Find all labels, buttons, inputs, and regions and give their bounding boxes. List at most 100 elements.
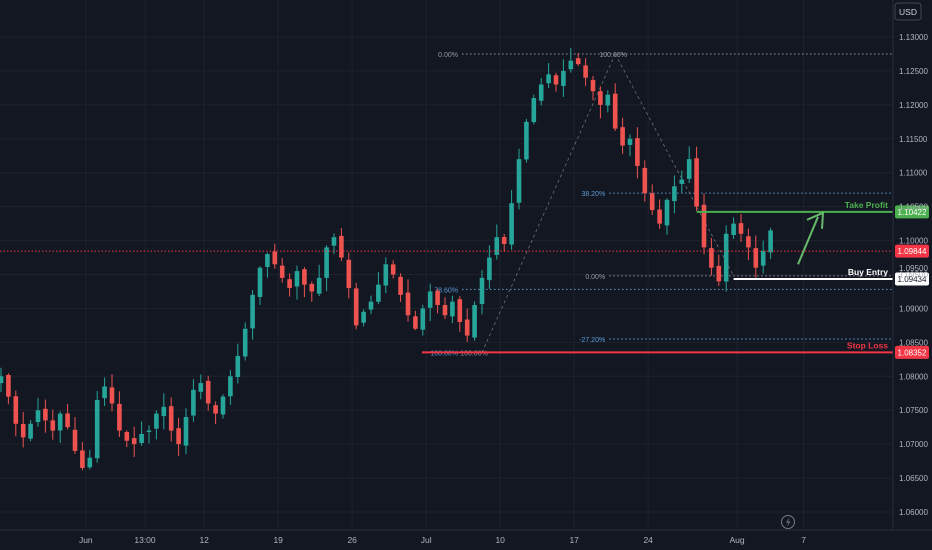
candle — [50, 409, 56, 440]
candle — [250, 289, 255, 340]
candle-body — [427, 291, 433, 308]
time-tick-label: Jul — [421, 535, 432, 545]
candle-body — [494, 237, 500, 255]
candle-body — [376, 284, 381, 302]
candle — [709, 237, 714, 276]
buy-entry-label: Buy Entry — [848, 267, 888, 277]
candle-body — [657, 209, 662, 224]
candle-body — [220, 396, 226, 415]
candle — [309, 281, 315, 302]
grid — [0, 0, 893, 530]
candle — [20, 411, 26, 448]
candle-body — [642, 167, 648, 194]
candle — [427, 283, 433, 322]
candle — [265, 252, 270, 278]
candle-body — [398, 276, 403, 295]
candle — [723, 225, 729, 292]
projection-arrow-head — [806, 211, 824, 229]
candle-body — [649, 193, 655, 211]
candle — [501, 233, 507, 252]
candle-body — [28, 423, 33, 439]
candle — [353, 282, 359, 330]
price-tick-label: 1.08500 — [899, 338, 928, 347]
candle-body — [346, 259, 352, 289]
price-tick-label: 1.09500 — [899, 271, 928, 280]
candle — [561, 59, 566, 97]
price-tick-label: 1.10500 — [899, 203, 928, 212]
fib-trend-line — [481, 53, 616, 353]
current-price-tag-text: 1.09844 — [898, 247, 927, 256]
price-tick-label: 1.06500 — [899, 474, 928, 483]
candle — [546, 63, 551, 89]
candle-body — [87, 457, 93, 468]
candle-body — [213, 405, 218, 414]
time-tick-label: Jun — [79, 535, 93, 545]
candle — [198, 374, 204, 400]
candle-body — [242, 328, 248, 357]
candle — [472, 301, 477, 341]
candle — [768, 227, 773, 260]
fibonacci-retracement: 0.00% 78.60% 100.00% 38.20% 0.00% -27.20% 100.… — [430, 52, 893, 358]
candle — [331, 233, 337, 255]
candle-body — [331, 237, 337, 246]
candle-body — [302, 269, 307, 285]
candle-body — [627, 138, 633, 145]
candle-body — [13, 396, 19, 424]
currency-button[interactable]: USD — [894, 2, 922, 21]
candle-body — [738, 223, 744, 234]
candle — [257, 266, 263, 305]
candle-body — [464, 319, 470, 336]
fib-level-label: 38.20% — [581, 191, 605, 198]
fib-level-label: 0.00% — [585, 274, 605, 281]
candle-body — [420, 308, 426, 330]
candle — [686, 146, 692, 183]
candle-body — [361, 311, 366, 323]
candle — [538, 78, 544, 106]
lightning-icon[interactable] — [781, 515, 795, 529]
candle-body — [309, 283, 315, 292]
candle — [524, 118, 529, 163]
candle-body — [679, 179, 685, 184]
candle — [205, 375, 211, 411]
candle — [242, 322, 248, 361]
candle-body — [457, 299, 463, 322]
candle — [339, 228, 344, 262]
candle-body — [716, 265, 722, 282]
candle — [672, 175, 677, 214]
candle — [649, 184, 655, 216]
candle — [516, 148, 522, 210]
candle — [13, 390, 19, 437]
candle — [176, 417, 181, 456]
candle-body — [94, 400, 100, 459]
candle — [168, 397, 174, 442]
candle — [65, 403, 70, 430]
candle — [509, 190, 514, 250]
fib-level-label: 100.00% — [599, 52, 627, 59]
take-profit-label: Take Profit — [845, 200, 888, 210]
candle-body — [183, 417, 189, 446]
price-tick-label: 1.12500 — [899, 67, 928, 76]
price-axis: 1.13000 1.12500 1.12000 1.11500 1.11000 1.105… — [892, 0, 928, 530]
candle — [294, 265, 300, 300]
candle-body — [257, 267, 263, 297]
candle — [568, 47, 574, 73]
candle-body — [353, 288, 359, 326]
candle-body — [686, 159, 692, 179]
candle — [464, 308, 470, 342]
candle-body — [731, 223, 736, 236]
price-tick-label: 1.08000 — [899, 372, 928, 381]
candle-body — [176, 428, 181, 445]
candle-body — [146, 430, 152, 432]
buy-entry-price-tag-text: 1.09434 — [898, 275, 927, 284]
candle-body — [524, 121, 529, 160]
price-tick-label: 1.09000 — [899, 304, 928, 313]
candle — [598, 86, 603, 119]
candle-body — [553, 75, 559, 85]
time-axis: Jun 13:00 12 19 26 Jul 10 17 24 Aug 7 — [0, 529, 932, 545]
candle — [405, 279, 411, 322]
candle — [6, 373, 11, 405]
candle-body — [701, 204, 707, 248]
candle-body — [368, 301, 374, 310]
candle — [657, 199, 662, 229]
